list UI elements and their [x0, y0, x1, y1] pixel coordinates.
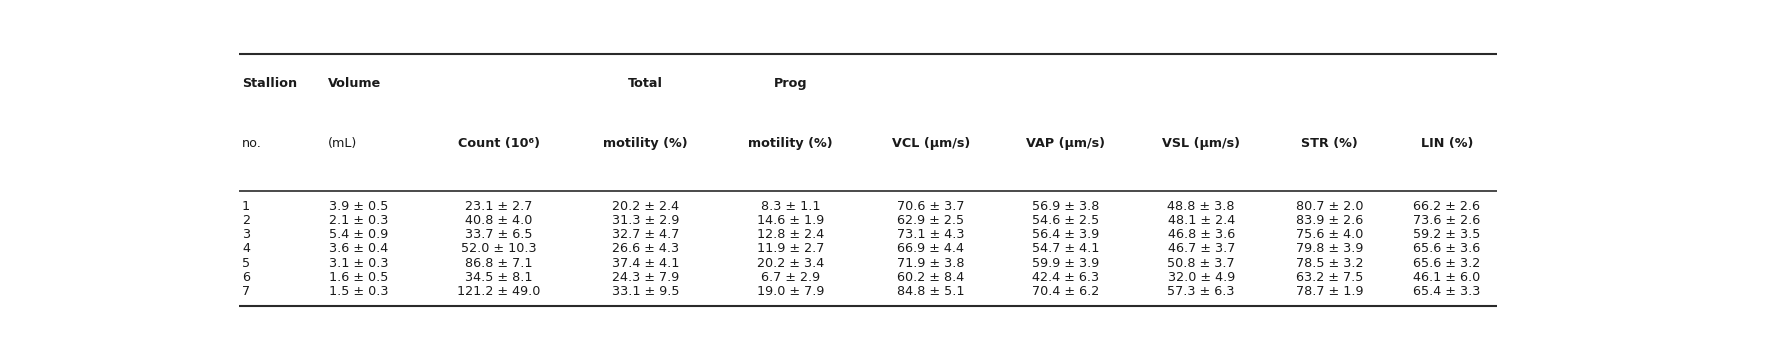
Text: 54.7 ± 4.1: 54.7 ± 4.1 [1032, 242, 1098, 256]
Text: 8.3 ± 1.1: 8.3 ± 1.1 [760, 200, 821, 213]
Text: 5: 5 [242, 257, 249, 270]
Text: 73.1 ± 4.3: 73.1 ± 4.3 [897, 228, 965, 241]
Text: 65.6 ± 3.2: 65.6 ± 3.2 [1413, 257, 1479, 270]
Text: 59.9 ± 3.9: 59.9 ± 3.9 [1032, 257, 1098, 270]
Text: 7: 7 [242, 286, 249, 298]
Text: 62.9 ± 2.5: 62.9 ± 2.5 [897, 214, 963, 227]
Text: 20.2 ± 3.4: 20.2 ± 3.4 [756, 257, 824, 270]
Text: 71.9 ± 3.8: 71.9 ± 3.8 [897, 257, 965, 270]
Text: 78.5 ± 3.2: 78.5 ± 3.2 [1296, 257, 1363, 270]
Text: 3.1 ± 0.3: 3.1 ± 0.3 [329, 257, 388, 270]
Text: Volume: Volume [328, 77, 381, 90]
Text: 78.7 ± 1.9: 78.7 ± 1.9 [1296, 286, 1363, 298]
Text: 65.6 ± 3.6: 65.6 ± 3.6 [1413, 242, 1479, 256]
Text: 12.8 ± 2.4: 12.8 ± 2.4 [756, 228, 824, 241]
Text: Count (10⁶): Count (10⁶) [457, 137, 539, 150]
Text: 2.1 ± 0.3: 2.1 ± 0.3 [329, 214, 388, 227]
Text: Total: Total [628, 77, 662, 90]
Text: 48.8 ± 3.8: 48.8 ± 3.8 [1168, 200, 1234, 213]
Text: 5.4 ± 0.9: 5.4 ± 0.9 [329, 228, 388, 241]
Text: 4: 4 [242, 242, 249, 256]
Text: 3.9 ± 0.5: 3.9 ± 0.5 [329, 200, 388, 213]
Text: 33.7 ± 6.5: 33.7 ± 6.5 [465, 228, 532, 241]
Text: LIN (%): LIN (%) [1420, 137, 1472, 150]
Text: 20.2 ± 2.4: 20.2 ± 2.4 [612, 200, 678, 213]
Text: (mL): (mL) [328, 137, 356, 150]
Text: 34.5 ± 8.1: 34.5 ± 8.1 [465, 271, 532, 284]
Text: 46.7 ± 3.7: 46.7 ± 3.7 [1168, 242, 1234, 256]
Text: 32.0 ± 4.9: 32.0 ± 4.9 [1168, 271, 1234, 284]
Text: 3: 3 [242, 228, 249, 241]
Text: 6.7 ± 2.9: 6.7 ± 2.9 [760, 271, 821, 284]
Text: 75.6 ± 4.0: 75.6 ± 4.0 [1296, 228, 1362, 241]
Text: 56.4 ± 3.9: 56.4 ± 3.9 [1032, 228, 1098, 241]
Text: 37.4 ± 4.1: 37.4 ± 4.1 [612, 257, 678, 270]
Text: 19.0 ± 7.9: 19.0 ± 7.9 [756, 286, 824, 298]
Text: 59.2 ± 3.5: 59.2 ± 3.5 [1413, 228, 1479, 241]
Text: 84.8 ± 5.1: 84.8 ± 5.1 [897, 286, 965, 298]
Text: 33.1 ± 9.5: 33.1 ± 9.5 [612, 286, 678, 298]
Text: 79.8 ± 3.9: 79.8 ± 3.9 [1296, 242, 1362, 256]
Text: STR (%): STR (%) [1301, 137, 1356, 150]
Text: 80.7 ± 2.0: 80.7 ± 2.0 [1296, 200, 1363, 213]
Text: 66.2 ± 2.6: 66.2 ± 2.6 [1413, 200, 1479, 213]
Text: 31.3 ± 2.9: 31.3 ± 2.9 [612, 214, 678, 227]
Text: motility (%): motility (%) [603, 137, 687, 150]
Text: 32.7 ± 4.7: 32.7 ± 4.7 [612, 228, 678, 241]
Text: 46.1 ± 6.0: 46.1 ± 6.0 [1413, 271, 1479, 284]
Text: 40.8 ± 4.0: 40.8 ± 4.0 [465, 214, 532, 227]
Text: 66.9 ± 4.4: 66.9 ± 4.4 [897, 242, 963, 256]
Text: Stallion: Stallion [242, 77, 297, 90]
Text: 6: 6 [242, 271, 249, 284]
Text: 60.2 ± 8.4: 60.2 ± 8.4 [897, 271, 963, 284]
Text: 2: 2 [242, 214, 249, 227]
Text: 70.4 ± 6.2: 70.4 ± 6.2 [1032, 286, 1098, 298]
Text: 11.9 ± 2.7: 11.9 ± 2.7 [756, 242, 824, 256]
Text: 46.8 ± 3.6: 46.8 ± 3.6 [1168, 228, 1234, 241]
Text: 70.6 ± 3.7: 70.6 ± 3.7 [897, 200, 965, 213]
Text: 26.6 ± 4.3: 26.6 ± 4.3 [612, 242, 678, 256]
Text: 3.6 ± 0.4: 3.6 ± 0.4 [329, 242, 388, 256]
Text: 48.1 ± 2.4: 48.1 ± 2.4 [1168, 214, 1234, 227]
Text: VAP (μm/s): VAP (μm/s) [1025, 137, 1105, 150]
Text: 65.4 ± 3.3: 65.4 ± 3.3 [1413, 286, 1479, 298]
Text: 23.1 ± 2.7: 23.1 ± 2.7 [465, 200, 532, 213]
Text: 57.3 ± 6.3: 57.3 ± 6.3 [1168, 286, 1234, 298]
Text: 86.8 ± 7.1: 86.8 ± 7.1 [465, 257, 532, 270]
Text: 14.6 ± 1.9: 14.6 ± 1.9 [756, 214, 824, 227]
Text: 42.4 ± 6.3: 42.4 ± 6.3 [1032, 271, 1098, 284]
Text: motility (%): motility (%) [748, 137, 833, 150]
Text: 73.6 ± 2.6: 73.6 ± 2.6 [1413, 214, 1479, 227]
Text: 121.2 ± 49.0: 121.2 ± 49.0 [457, 286, 539, 298]
Text: 63.2 ± 7.5: 63.2 ± 7.5 [1296, 271, 1362, 284]
Text: 1.5 ± 0.3: 1.5 ± 0.3 [329, 286, 388, 298]
Text: 1: 1 [242, 200, 249, 213]
Text: no.: no. [242, 137, 262, 150]
Text: 54.6 ± 2.5: 54.6 ± 2.5 [1032, 214, 1098, 227]
Text: 24.3 ± 7.9: 24.3 ± 7.9 [612, 271, 678, 284]
Text: 50.8 ± 3.7: 50.8 ± 3.7 [1166, 257, 1234, 270]
Text: 56.9 ± 3.8: 56.9 ± 3.8 [1032, 200, 1098, 213]
Text: 83.9 ± 2.6: 83.9 ± 2.6 [1296, 214, 1362, 227]
Text: 1.6 ± 0.5: 1.6 ± 0.5 [329, 271, 388, 284]
Text: VSL (μm/s): VSL (μm/s) [1162, 137, 1239, 150]
Text: Prog: Prog [773, 77, 806, 90]
Text: 52.0 ± 10.3: 52.0 ± 10.3 [461, 242, 536, 256]
Text: VCL (μm/s): VCL (μm/s) [892, 137, 970, 150]
